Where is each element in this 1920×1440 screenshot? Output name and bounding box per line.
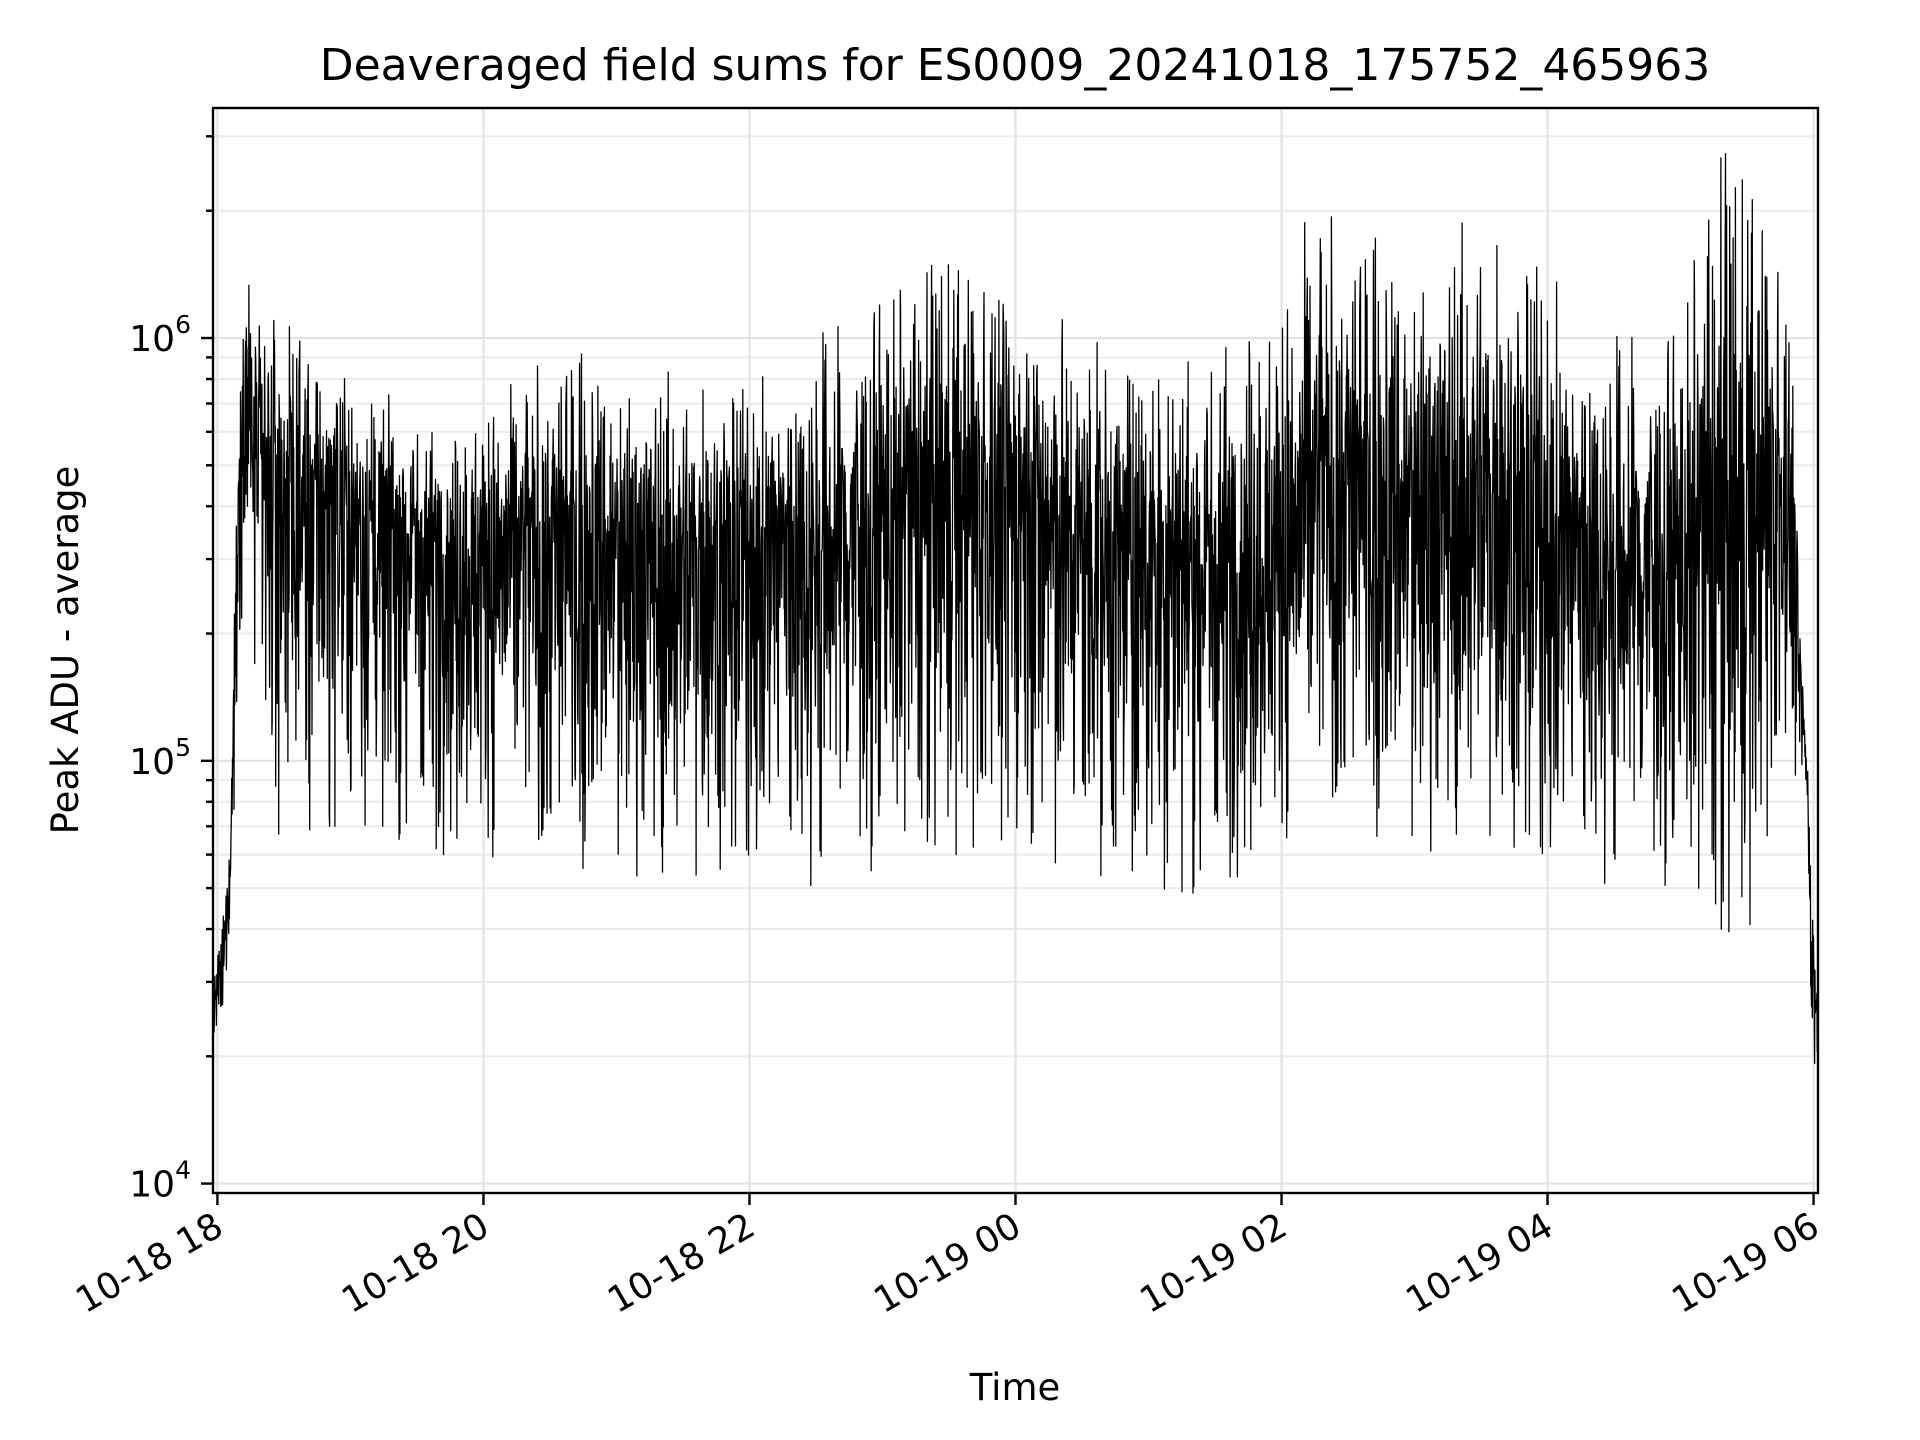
x-tick-label: 10-18 18 bbox=[69, 1205, 230, 1321]
y-axis-label: Peak ADU - average bbox=[44, 466, 87, 835]
x-tick-label: 10-18 22 bbox=[601, 1205, 762, 1321]
x-axis: 10-18 18 10-18 20 10-18 22 10-19 00 10-19 02… bbox=[69, 1193, 1826, 1322]
x-tick-label: 10-18 20 bbox=[335, 1205, 496, 1321]
y-tick-label: 105 bbox=[129, 733, 191, 783]
x-tick-label: 10-19 00 bbox=[867, 1205, 1028, 1321]
x-tick-label: 10-19 04 bbox=[1399, 1205, 1560, 1321]
y-tick-label: 104 bbox=[129, 1156, 191, 1206]
y-axis: 104 105 106 bbox=[129, 135, 213, 1206]
x-tick-label: 10-19 06 bbox=[1665, 1205, 1826, 1321]
x-tick-label: 10-19 02 bbox=[1133, 1205, 1294, 1321]
y-tick-label: 106 bbox=[129, 310, 191, 360]
chart-title: Deaveraged field sums for ES0009_2024101… bbox=[320, 40, 1711, 91]
x-axis-label: Time bbox=[969, 1366, 1061, 1409]
series-line bbox=[212, 153, 1819, 1065]
